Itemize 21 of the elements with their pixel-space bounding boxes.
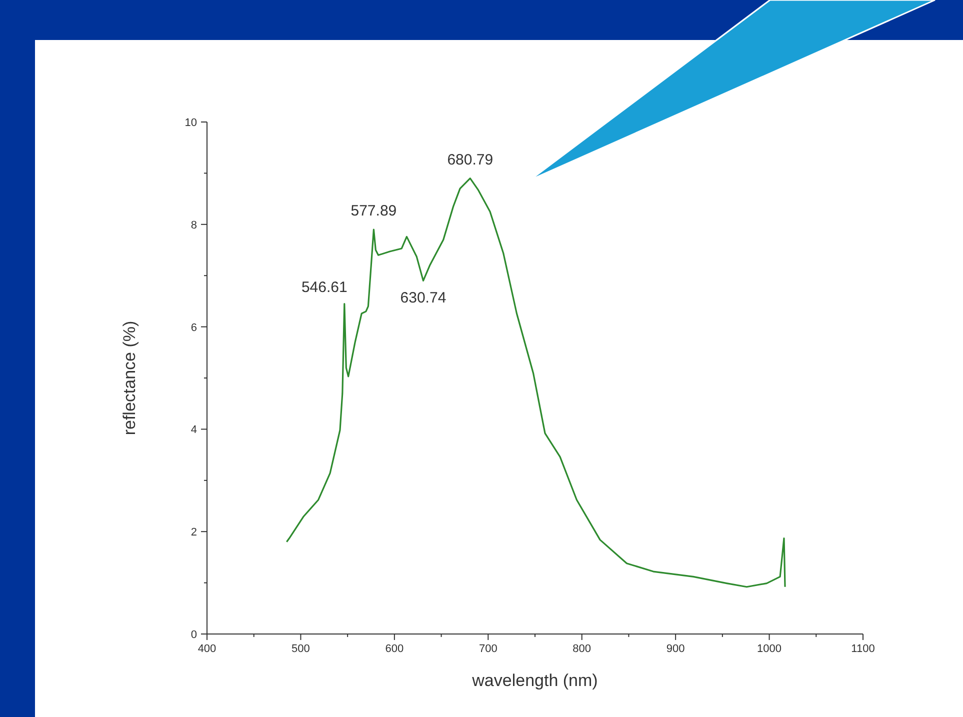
y-tick-label: 6: [190, 322, 197, 334]
annotation: 577.89: [350, 202, 397, 220]
y-axis-title: reflectance (%): [120, 320, 139, 436]
y-tick-label: 4: [190, 424, 197, 436]
annotation: 630.74: [400, 290, 446, 307]
annotation: 546.61: [301, 278, 348, 296]
x-tick-label: 900: [666, 643, 685, 655]
x-tick-label: 800: [572, 643, 592, 655]
x-tick-label: 700: [478, 643, 498, 655]
line-series: [286, 178, 786, 588]
x-tick-label: 1100: [851, 643, 875, 655]
x-tick-label: 600: [385, 643, 404, 655]
y-tick-label: 0: [190, 629, 197, 641]
y-tick-label: 8: [190, 219, 197, 232]
annotation: 680.79: [447, 151, 494, 168]
x-tick-label: 1000: [757, 643, 782, 655]
x-axis-title: wavelength (nm): [471, 671, 598, 690]
y-tick-label: 2: [190, 526, 197, 539]
x-tick-label: 400: [198, 643, 216, 655]
y-tick-label: 10: [184, 117, 197, 129]
x-tick-label: 500: [292, 643, 310, 655]
